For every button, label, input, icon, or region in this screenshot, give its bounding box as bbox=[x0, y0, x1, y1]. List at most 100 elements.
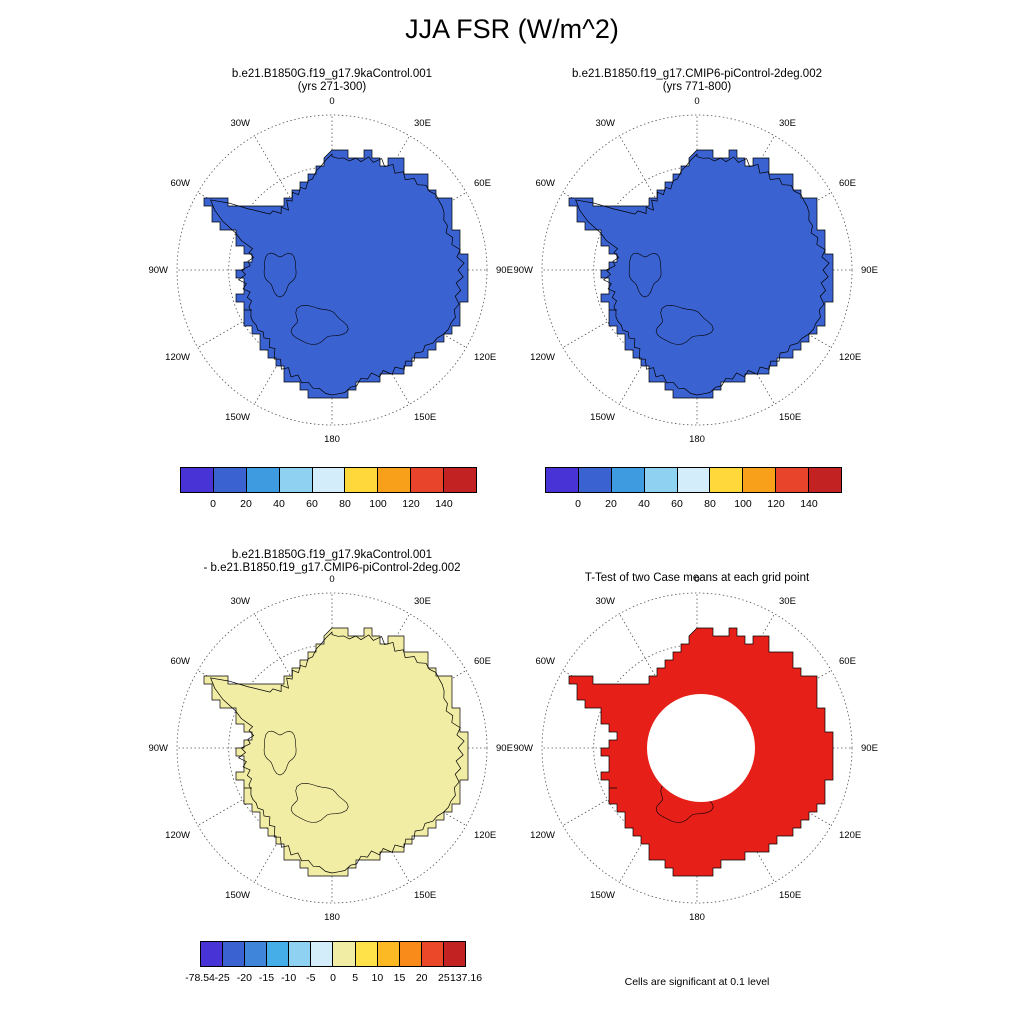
colorbar-tick-label: 140 bbox=[435, 498, 453, 510]
longitude-label: 120E bbox=[474, 352, 496, 363]
longitude-label: 60W bbox=[535, 178, 555, 189]
longitude-label: 60E bbox=[839, 656, 856, 667]
colorbar-tick-label: 10 bbox=[371, 972, 384, 984]
page-title: JJA FSR (W/m^2) bbox=[405, 14, 619, 44]
colorbar-tick-label: 40 bbox=[273, 498, 285, 510]
colorbar-cell bbox=[577, 468, 611, 492]
colorbar-tick-labels: 0 20 40 60 80 100 120 140 bbox=[180, 498, 477, 512]
colorbar-cell bbox=[775, 468, 809, 492]
antarctica-fill-case1 bbox=[203, 149, 469, 399]
colorbar-tick-label: 20 bbox=[240, 498, 252, 510]
colorbar-cell bbox=[376, 942, 399, 966]
longitude-label: 30E bbox=[779, 118, 796, 129]
longitude-label: 0 bbox=[694, 574, 699, 585]
colorbar-tick-label: 120 bbox=[767, 498, 785, 510]
coastline bbox=[575, 153, 830, 396]
map-boundary-circle bbox=[176, 592, 488, 904]
longitude-label: 90E bbox=[496, 743, 513, 754]
colorbar-cell bbox=[266, 942, 289, 966]
colorbar-cell bbox=[222, 942, 245, 966]
colorbar-tick-label: 0 bbox=[575, 498, 581, 510]
colorbar-tick-label: 137.16 bbox=[449, 972, 483, 984]
colorbar-cell bbox=[742, 468, 776, 492]
panel-title-line: T-Test of two Case means at each grid po… bbox=[584, 572, 810, 584]
colorbar-tick-label: -5 bbox=[306, 972, 316, 984]
colorbar-tick-label: -15 bbox=[258, 972, 275, 984]
colorbar-tick-label: 100 bbox=[734, 498, 752, 510]
colorbar-cell bbox=[245, 468, 279, 492]
longitude-label: 30W bbox=[230, 596, 250, 607]
longitude-label: 120E bbox=[839, 352, 861, 363]
longitude-label: 180 bbox=[689, 912, 705, 923]
longitude-label: 150E bbox=[414, 890, 436, 901]
colorbar-tick-label: 0 bbox=[330, 972, 336, 984]
ice-shelf-contour bbox=[290, 304, 349, 345]
longitude-label: 150E bbox=[779, 412, 801, 423]
panel-title-line: b.e21.B1850.f19_g17.CMIP6-piControl-2deg… bbox=[572, 68, 822, 80]
longitude-label: 30W bbox=[595, 596, 615, 607]
colorbar-cell bbox=[643, 468, 677, 492]
colorbar-tick-label: 60 bbox=[306, 498, 318, 510]
panel-title-line: (yrs 771-800) bbox=[662, 81, 732, 93]
colorbar-cell bbox=[808, 468, 842, 492]
longitude-label: 90W bbox=[148, 265, 168, 276]
map-boundary-circle bbox=[176, 114, 488, 426]
colorbar-cell bbox=[443, 468, 477, 492]
colorbar-cell bbox=[410, 468, 444, 492]
longitude-label: 180 bbox=[324, 912, 340, 923]
longitude-label: 60E bbox=[839, 178, 856, 189]
longitude-label: 120E bbox=[839, 830, 861, 841]
coastline bbox=[210, 153, 465, 396]
polar-map-ttest: 0 30E 60E 90E 120E 150E 180 150W 120W 90W 60W 30W bbox=[513, 574, 877, 923]
colorbar-tick-label: 60 bbox=[671, 498, 683, 510]
polar-map-difference: 0 30E 60E 90E 120E 150E 180 150W 120W 90W 60W 30W bbox=[148, 574, 513, 923]
longitude-label: 120W bbox=[165, 352, 190, 363]
longitude-label: 150E bbox=[779, 890, 801, 901]
longitude-label: 150W bbox=[225, 890, 250, 901]
panel-title-line: b.e21.B1850G.f19_g17.9kaControl.001 bbox=[231, 68, 433, 80]
longitude-label: 180 bbox=[689, 434, 705, 445]
longitude-label: 0 bbox=[694, 96, 699, 107]
longitude-label: 150W bbox=[590, 890, 615, 901]
polar-map-case2: 0 30E 60E 90E 120E 150E 180 150W 120W 90W 60W 30W bbox=[513, 96, 877, 445]
colorbar-cell bbox=[610, 468, 644, 492]
colorbar-tick-label: 0 bbox=[210, 498, 216, 510]
colorbar-cell bbox=[201, 942, 223, 966]
colorbar-tick-label: 5 bbox=[352, 972, 359, 984]
colorbar-cell bbox=[442, 942, 465, 966]
longitude-label: 150W bbox=[590, 412, 615, 423]
ice-shelf-contour bbox=[655, 304, 714, 345]
panel-title-line: (yrs 271-300) bbox=[297, 81, 367, 93]
panel-title-line: b.e21.B1850G.f19_g17.9kaControl.001 bbox=[231, 549, 433, 561]
colorbar-cell bbox=[310, 942, 333, 966]
ice-shelf-contour bbox=[263, 252, 297, 298]
colorbar-cell bbox=[344, 468, 378, 492]
colorbar-cell bbox=[398, 942, 421, 966]
colorbar-tick-label: -20 bbox=[236, 972, 252, 984]
longitude-label: 120W bbox=[165, 830, 190, 841]
colorbar-tick-label: 40 bbox=[638, 498, 650, 510]
longitude-label: 30E bbox=[779, 596, 796, 607]
colorbar-tick-label: 15 bbox=[393, 972, 406, 984]
ice-shelf-contour bbox=[628, 252, 662, 298]
longitude-label: 150E bbox=[414, 412, 436, 423]
significance-note: Cells are significant at 0.1 level bbox=[624, 976, 770, 988]
colorbar-cell bbox=[278, 468, 312, 492]
colorbar-tick-label: -78.54 bbox=[185, 972, 215, 984]
colorbar-cell bbox=[244, 942, 267, 966]
longitude-label: 30W bbox=[595, 118, 615, 129]
longitude-label: 90W bbox=[513, 265, 533, 276]
longitude-label: 30W bbox=[230, 118, 250, 129]
antarctica-fill-difference bbox=[203, 627, 469, 877]
ice-shelf-contour bbox=[263, 730, 297, 776]
colorbar-cell bbox=[212, 468, 246, 492]
colorbar-cell bbox=[709, 468, 743, 492]
longitude-label: 60W bbox=[170, 656, 190, 667]
longitude-label: 120W bbox=[530, 830, 555, 841]
colorbar-tick-label: -10 bbox=[281, 972, 297, 984]
panel-title-case1: b.e21.B1850G.f19_g17.9kaControl.001 (yrs … bbox=[232, 68, 432, 94]
colorbar-cell bbox=[332, 942, 355, 966]
panel-title-case2: b.e21.B1850.f19_g17.CMIP6-piControl-2deg… bbox=[572, 68, 822, 94]
colorbar-tick-label: 80 bbox=[339, 498, 351, 510]
colorbar-diff-difference bbox=[200, 941, 466, 967]
